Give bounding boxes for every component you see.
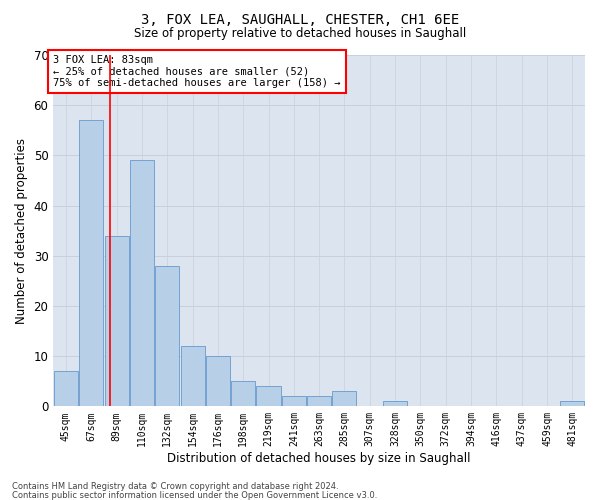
Bar bbox=[332, 392, 356, 406]
X-axis label: Distribution of detached houses by size in Saughall: Distribution of detached houses by size … bbox=[167, 452, 471, 465]
Bar bbox=[130, 160, 154, 406]
Bar bbox=[181, 346, 205, 406]
Bar bbox=[54, 371, 78, 406]
Bar bbox=[256, 386, 281, 406]
Bar bbox=[104, 236, 128, 406]
Bar bbox=[383, 402, 407, 406]
Text: Contains public sector information licensed under the Open Government Licence v3: Contains public sector information licen… bbox=[12, 490, 377, 500]
Y-axis label: Number of detached properties: Number of detached properties bbox=[15, 138, 28, 324]
Bar bbox=[79, 120, 103, 406]
Bar bbox=[560, 402, 584, 406]
Bar bbox=[155, 266, 179, 406]
Text: Contains HM Land Registry data © Crown copyright and database right 2024.: Contains HM Land Registry data © Crown c… bbox=[12, 482, 338, 491]
Bar bbox=[206, 356, 230, 406]
Text: 3 FOX LEA: 83sqm
← 25% of detached houses are smaller (52)
75% of semi-detached : 3 FOX LEA: 83sqm ← 25% of detached house… bbox=[53, 55, 341, 88]
Text: 3, FOX LEA, SAUGHALL, CHESTER, CH1 6EE: 3, FOX LEA, SAUGHALL, CHESTER, CH1 6EE bbox=[141, 12, 459, 26]
Bar bbox=[282, 396, 306, 406]
Bar bbox=[307, 396, 331, 406]
Text: Size of property relative to detached houses in Saughall: Size of property relative to detached ho… bbox=[134, 28, 466, 40]
Bar bbox=[231, 381, 255, 406]
